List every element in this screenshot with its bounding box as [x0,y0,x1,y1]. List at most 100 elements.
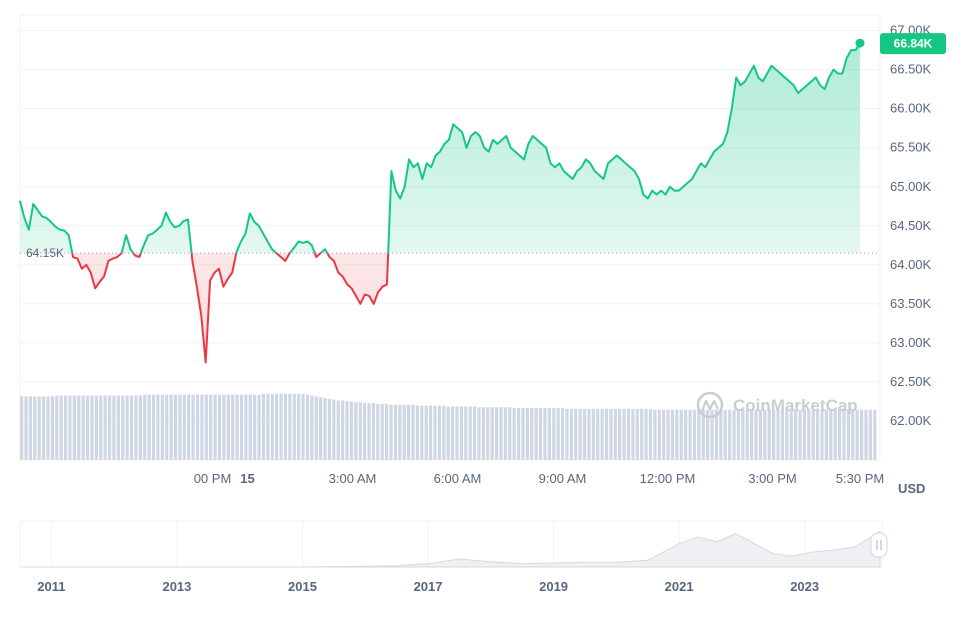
volume-bar-64 [301,393,305,460]
volume-bar-92 [424,405,428,460]
y-tick-label: 64.50K [890,218,932,233]
volume-bar-140 [635,408,639,460]
volume-bar-9 [59,395,63,460]
price-line [19,42,861,364]
volume-bar-42 [204,394,208,460]
coinmarketcap-watermark: CoinMarketCap [696,391,858,419]
volume-bars [20,393,877,460]
volume-bar-144 [653,409,657,460]
volume-bar-113 [516,408,521,460]
current-price-marker: 66.84K [855,33,946,55]
volume-bar-150 [679,409,683,460]
volume-bar-145 [657,409,661,460]
volume-bar-28 [143,394,147,460]
volume-bar-52 [248,394,252,460]
volume-bar-168 [758,409,763,460]
volume-bar-79 [367,403,371,460]
volume-bar-102 [468,406,472,460]
volume-bar-51 [244,394,248,460]
volume-bar-176 [794,409,798,460]
volume-bar-129 [587,408,591,460]
volume-bar-35 [173,394,178,460]
volume-bar-57 [270,393,274,460]
volume-bar-120 [547,408,551,460]
volume-bar-65 [305,394,310,460]
range-navigator[interactable]: 2011 2013 2015 2017 2019 2021 2023 [19,520,888,594]
volume-bar-59 [279,393,283,460]
volume-bar-10 [63,395,68,460]
volume-bar-107 [490,407,494,460]
volume-bar-167 [754,409,758,460]
volume-bar-36 [178,394,182,460]
volume-bar-44 [213,394,217,460]
volume-bar-47 [226,394,230,460]
volume-bar-124 [565,408,569,460]
volume-bar-193 [868,409,872,460]
volume-bar-106 [486,407,490,460]
y-tick-label: 66.00K [890,101,932,116]
volume-bar-178 [802,409,807,460]
y-tick-label: 62.50K [890,374,932,389]
volume-bar-26 [134,395,138,460]
volume-bar-141 [640,408,644,460]
area-above-reference [20,43,860,254]
volume-bar-74 [345,401,349,460]
volume-bar-41 [200,394,204,460]
volume-bar-156 [706,409,710,460]
volume-bar-60 [283,393,288,460]
volume-bar-163 [736,409,741,460]
volume-bar-75 [349,401,354,460]
volume-bar-87 [402,404,406,460]
volume-bar-151 [684,409,688,460]
volume-bar-105 [481,407,485,460]
volume-bar-146 [662,409,666,460]
volume-bar-13 [77,395,81,460]
navigator-handle[interactable] [870,532,888,558]
x-tick-label: 5:30 PM [836,471,884,486]
volume-bar-23 [121,395,125,460]
volume-bar-95 [437,405,441,460]
current-price-badge [880,33,946,55]
volume-bar-116 [530,408,534,460]
volume-bar-184 [829,409,833,460]
navigator-tick-label: 2015 [288,579,317,594]
volume-bar-122 [556,408,560,460]
volume-bar-177 [798,409,802,460]
volume-bar-139 [631,408,635,460]
x-axis: 00 PM 15 3:00 AM 6:00 AM 9:00 AM 12:00 PM 3:00… [194,471,885,486]
volume-bar-73 [341,400,345,460]
volume-bar-12 [72,395,76,460]
volume-bar-180 [811,409,815,460]
volume-bar-21 [112,395,116,460]
volume-bar-14 [81,395,85,460]
reference-price-label: 64.15K [26,246,64,260]
volume-bar-162 [732,409,736,460]
volume-bar-54 [257,394,261,460]
volume-bar-128 [582,408,587,460]
volume-bar-5 [41,396,46,460]
volume-bar-43 [209,394,213,460]
volume-bar-190 [855,409,859,460]
volume-bar-50 [239,394,244,460]
volume-bar-101 [464,406,468,460]
volume-bar-33 [165,394,169,460]
volume-bar-0 [20,396,24,460]
volume-bar-83 [385,403,389,460]
volume-bar-37 [182,394,186,460]
volume-bar-72 [336,400,340,460]
volume-bar-172 [776,409,780,460]
volume-bar-130 [591,408,595,460]
volume-bar-99 [455,406,459,460]
navigator-area [20,530,881,568]
volume-bar-189 [851,409,855,460]
volume-bar-134 [609,408,613,460]
volume-bar-71 [332,399,336,460]
volume-bar-55 [261,393,266,460]
volume-bar-131 [596,408,600,460]
volume-bar-157 [710,409,714,460]
volume-bar-103 [472,406,477,460]
volume-bar-108 [494,407,499,460]
x-tick-label: 9:00 AM [539,471,587,486]
volume-bar-19 [103,395,107,460]
